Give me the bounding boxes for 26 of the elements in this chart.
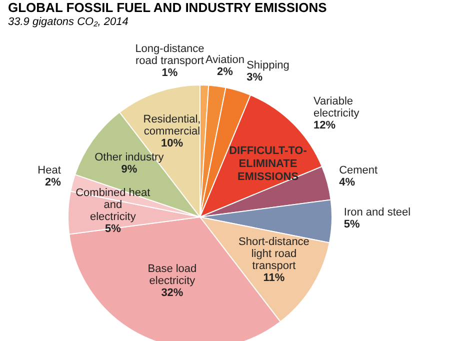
data-label: 5% xyxy=(344,218,360,231)
slice-label: Residential, commercial xyxy=(143,114,201,138)
slice-label: Aviation xyxy=(206,54,244,66)
slice-label: Combined heat and electricity xyxy=(76,187,150,224)
slice-label: Variable electricity xyxy=(313,95,360,120)
slice-label: Heat xyxy=(38,164,61,177)
chart-title: GLOBAL FOSSIL FUEL AND INDUSTRY EMISSIONS xyxy=(8,0,327,15)
data-label: 12% xyxy=(313,119,336,132)
data-label: 3% xyxy=(246,72,263,84)
data-label: 32% xyxy=(161,287,184,300)
data-label: 1% xyxy=(162,67,178,80)
data-label: 5% xyxy=(104,223,122,236)
slice-label: Cement xyxy=(339,164,378,177)
slice-label: Long-distance road transport xyxy=(135,43,204,68)
data-label: 10% xyxy=(160,138,184,150)
text: DIFFICULT-TO-ELIMINATE EMISSIONS xyxy=(228,145,308,184)
slice-label: Iron and steel xyxy=(344,206,411,219)
chart-subtitle: 33.9 gigatons CO₂, 2014 xyxy=(8,16,128,28)
slice-label: Short-distance light road transport xyxy=(238,236,310,272)
slice-label: Base load electricity xyxy=(148,263,197,288)
data-label: 11% xyxy=(263,272,285,284)
data-label: 2% xyxy=(217,66,234,78)
data-label: 4% xyxy=(339,176,356,189)
data-label: 9% xyxy=(121,163,138,176)
data-label: 2% xyxy=(45,176,62,189)
slice-label: Shipping xyxy=(246,60,290,72)
